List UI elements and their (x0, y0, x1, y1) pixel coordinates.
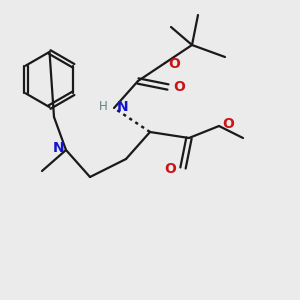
Text: N: N (117, 100, 129, 114)
Text: H: H (99, 100, 107, 113)
Text: O: O (173, 80, 185, 94)
Text: N: N (53, 142, 64, 155)
Text: O: O (223, 118, 235, 131)
Text: O: O (168, 58, 180, 71)
Text: O: O (164, 163, 176, 176)
